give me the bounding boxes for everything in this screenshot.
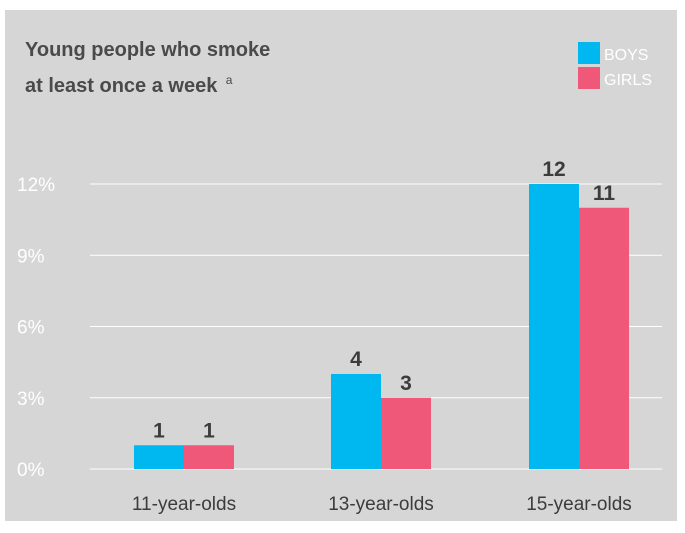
legend-swatch-girls [578,67,600,89]
bars [134,184,629,469]
data-label: 4 [350,348,362,371]
data-label: 1 [203,419,215,442]
data-label: 1 [153,419,165,442]
legend-label-girls: GIRLS [604,72,652,89]
category-labels: 11-year-olds 13-year-olds 15-year-olds [132,494,632,515]
data-label: 3 [400,372,412,395]
chart-title-line1: Young people who smoke [25,39,270,61]
bar-girls-11-year-olds [184,445,234,469]
category-label: 15-year-olds [526,494,632,515]
y-tick-label: 6% [17,318,45,339]
bar-boys-15-year-olds [529,184,579,469]
data-label: 11 [593,182,616,205]
chart-title-superscript: a [226,73,233,87]
chart-title-line2: at least once a week [25,75,218,97]
legend: BOYS GIRLS [578,42,652,89]
bar-girls-15-year-olds [579,207,629,469]
y-axis-ticks: 0% 3% 6% 9% 12% [17,175,55,481]
y-tick-label: 0% [17,460,45,481]
bar-boys-13-year-olds [331,374,381,469]
y-tick-label: 12% [17,175,55,196]
data-label: 12 [542,158,565,181]
y-tick-label: 9% [17,246,45,267]
category-label: 13-year-olds [328,494,434,515]
bar-boys-11-year-olds [134,445,184,469]
legend-swatch-boys [578,42,600,64]
bar-girls-13-year-olds [381,397,431,469]
legend-label-boys: BOYS [604,47,648,64]
bar-chart: Young people who smoke at least once a w… [17,39,662,515]
chart-title-line2-group: at least once a week a [25,73,233,97]
category-label: 11-year-olds [132,494,236,515]
chart-card: Young people who smoke at least once a w… [5,10,677,521]
y-tick-label: 3% [17,389,45,410]
